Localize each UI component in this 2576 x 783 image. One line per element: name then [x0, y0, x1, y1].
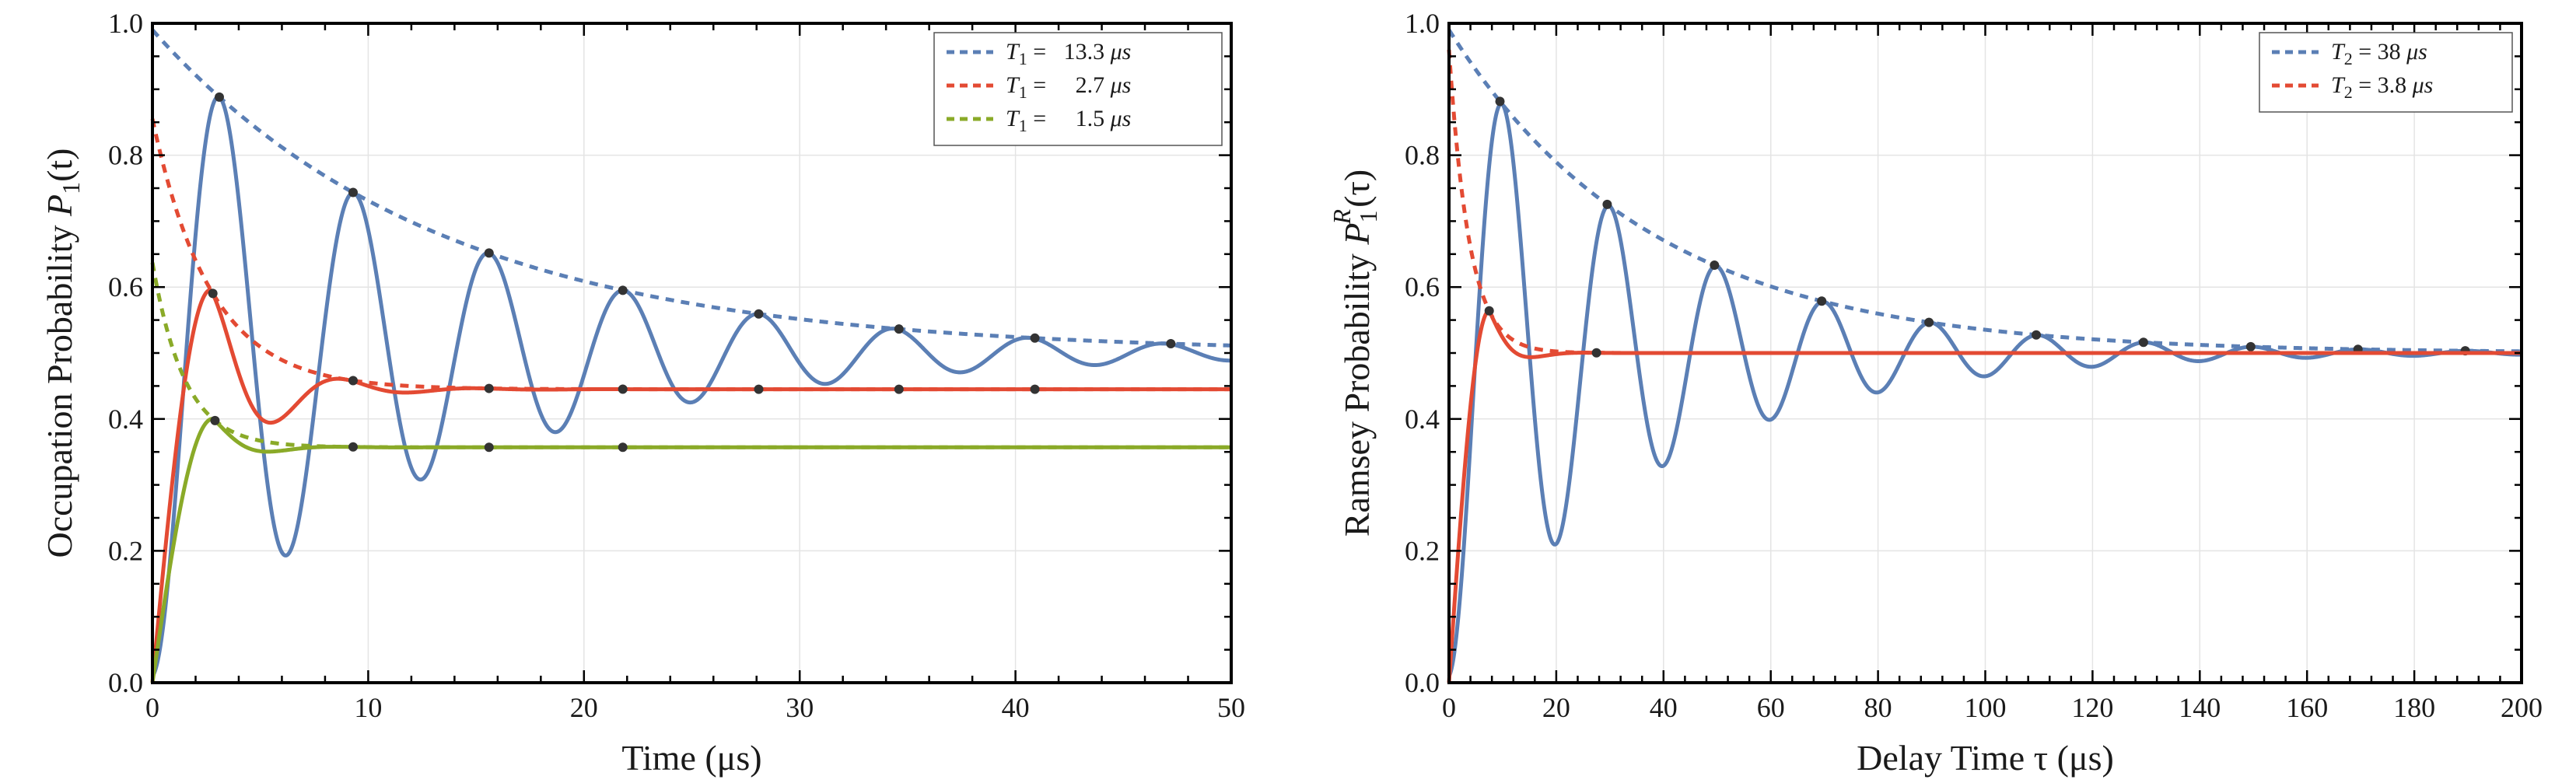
t2-ramsey-chart: 0 20 40 60 80 100 120 140 160 180 200 0.0 0.2 0.4 0.6 0…	[1328, 8, 2543, 778]
data-point	[1591, 348, 1601, 358]
data-point	[1602, 199, 1612, 209]
y-tick-label: 0.2	[1405, 535, 1440, 566]
x-tick-label: 30	[786, 692, 814, 723]
x-tick-label: 20	[1542, 692, 1570, 723]
series-1	[150, 28, 1233, 678]
envelope-line	[150, 118, 1231, 392]
data-point	[484, 383, 494, 393]
legend-label: T1 = 1.5 μs	[1006, 106, 1131, 135]
x-tick-label: 120	[2071, 692, 2113, 723]
x-tick-label: 160	[2286, 692, 2328, 723]
data-point	[210, 415, 220, 425]
y-tick-label: 0.0	[1405, 667, 1440, 698]
signal-line	[150, 288, 1233, 683]
data-point	[894, 324, 904, 334]
legend-entry: T2 = 3.8 μs	[2272, 72, 2433, 102]
envelope-line	[1447, 49, 2522, 355]
y-tick-label: 0.4	[1405, 404, 1440, 435]
data-point	[754, 309, 764, 319]
data-point	[208, 288, 218, 299]
y-tick-label: 0.8	[108, 140, 143, 171]
data-point	[1030, 333, 1040, 343]
envelope-line	[151, 28, 1232, 348]
legend-label: T2 = 38 μs	[2331, 39, 2427, 68]
data-point	[1495, 96, 1505, 107]
x-tick-label: 40	[1650, 692, 1678, 723]
data-point	[754, 384, 764, 394]
y-axis-title: Ramsey Probability P1R(τ)	[1328, 170, 1382, 537]
y-axis-title: Occupation Probability P1(t)	[40, 148, 85, 558]
legend-entry: T1 = 1.5 μs	[947, 106, 1131, 135]
data-point	[1924, 317, 1934, 327]
data-point	[484, 248, 494, 258]
x-axis-title: Delay Time τ (μs)	[1857, 738, 2114, 778]
y-tick-label: 0.0	[108, 667, 143, 698]
data-point	[894, 384, 904, 394]
y-tick-label: 0.2	[108, 535, 143, 566]
legend: T1 = 13.3 μs T1 = 2.7 μs T1 = 1.5 μs	[933, 32, 1223, 146]
signal-line	[1447, 102, 2523, 677]
data-point	[348, 442, 358, 452]
data-point	[348, 376, 358, 386]
ticks	[151, 22, 1233, 684]
legend-label: T1 = 2.7 μs	[1006, 72, 1131, 102]
legend-box	[2259, 32, 2513, 113]
x-tick-label: 0	[145, 692, 159, 723]
data-point	[484, 442, 494, 453]
legend: T2 = 38 μs T2 = 3.8 μs	[2259, 32, 2513, 113]
data-point	[1484, 306, 1494, 316]
data-point	[1817, 296, 1827, 306]
t1-decay-chart: 0 10 20 30 40 50 0.0 0.2 0.4 0.6 0.8 1.0 Time (μs) Oc…	[40, 8, 1245, 778]
data-point	[1166, 339, 1176, 349]
envelope-line	[150, 262, 1231, 449]
legend-entry: T1 = 2.7 μs	[947, 72, 1131, 102]
data-point	[1030, 384, 1040, 394]
data-point	[618, 384, 628, 394]
data-point	[348, 187, 358, 197]
legend-box	[933, 32, 1223, 146]
x-tick-label: 140	[2179, 692, 2221, 723]
legend-label: T2 = 3.8 μs	[2331, 72, 2433, 102]
x-tick-label: 20	[570, 692, 598, 723]
signal-line	[150, 95, 1233, 678]
x-tick-label: 50	[1217, 692, 1245, 723]
x-tick-label: 180	[2393, 692, 2435, 723]
x-tick-label: 10	[354, 692, 382, 723]
y-tick-label: 0.8	[1405, 140, 1440, 171]
data-point	[2245, 341, 2256, 351]
envelope-line	[1447, 29, 2522, 354]
x-tick-label: 40	[1002, 692, 1030, 723]
x-tick-label: 100	[1965, 692, 2007, 723]
x-tick-label: 0	[1442, 692, 1456, 723]
data-point	[2138, 337, 2148, 348]
x-tick-label: 200	[2501, 692, 2543, 723]
x-tick-label: 80	[1864, 692, 1892, 723]
legend-entry: T1 = 13.3 μs	[947, 39, 1131, 68]
legend-label: T1 = 13.3 μs	[1006, 39, 1131, 68]
data-point	[214, 92, 224, 102]
y-tick-label: 1.0	[1405, 8, 1440, 39]
data-point	[618, 285, 628, 295]
data-point	[2032, 330, 2042, 340]
series-2	[1447, 49, 2523, 683]
series-2	[150, 118, 1233, 683]
y-tick-label: 0.6	[108, 271, 143, 302]
y-tick-label: 0.6	[1405, 271, 1440, 302]
series-3	[150, 262, 1233, 683]
series-1	[1447, 29, 2523, 677]
legend-entry: T2 = 38 μs	[2272, 39, 2427, 68]
data-point	[618, 442, 628, 453]
x-axis-title: Time (μs)	[621, 738, 761, 778]
x-tick-label: 60	[1757, 692, 1785, 723]
y-tick-label: 0.4	[108, 404, 143, 435]
data-point	[1710, 260, 1720, 271]
y-tick-label: 1.0	[108, 8, 143, 39]
